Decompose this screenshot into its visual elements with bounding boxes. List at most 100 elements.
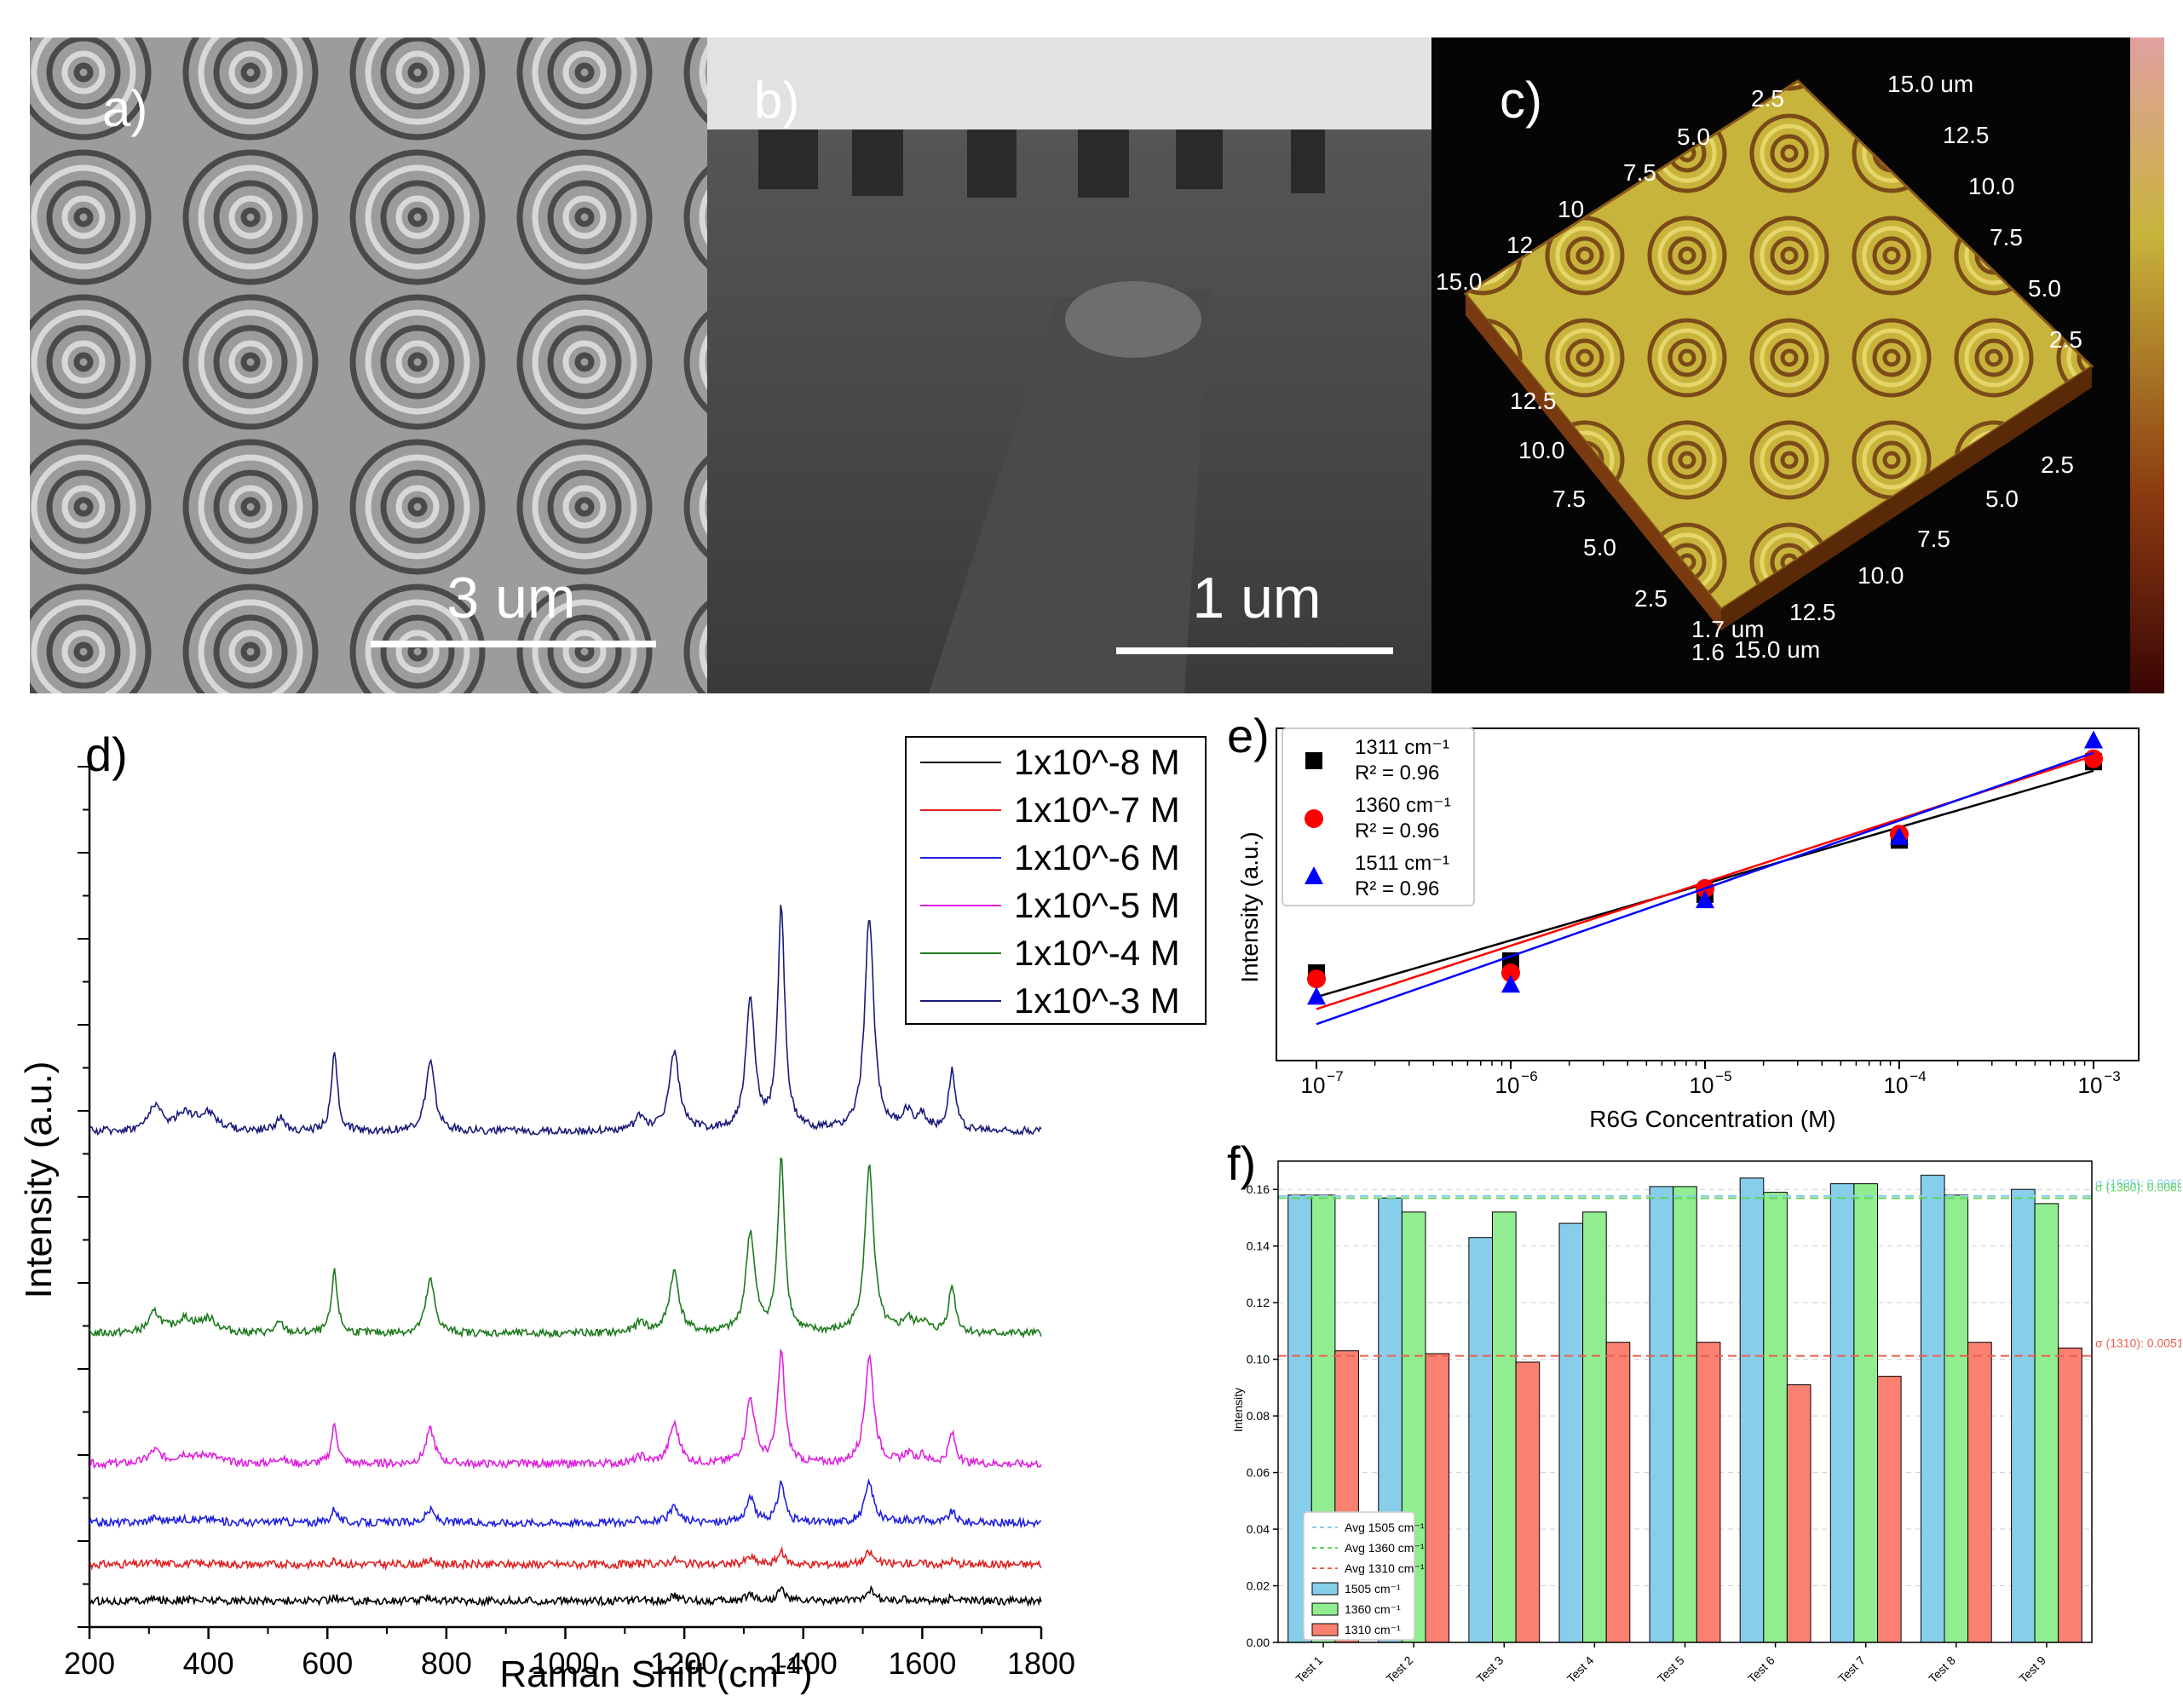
legend-bar-entry: 1310 cm⁻¹ xyxy=(1345,1623,1401,1636)
calibration-circle-marker xyxy=(1307,969,1326,989)
raman-spectra-chart: d) 200 400 600 800 1000 1200 1400 1600 1800 Inte… xyxy=(18,727,1207,1695)
bar xyxy=(1877,1376,1902,1643)
afm-tick: 15.0 um xyxy=(1887,71,1973,97)
scalebar-b xyxy=(1116,647,1393,654)
afm-side-right xyxy=(1721,366,2092,630)
panel-d-label: d) xyxy=(85,727,128,781)
calibration-circle-marker xyxy=(1501,963,1520,983)
sem-fracture-block xyxy=(929,290,1210,693)
bar xyxy=(1605,1342,1631,1643)
bar-category-label: Test 1 xyxy=(1293,1653,1325,1686)
raman-x-tick-label: 1600 xyxy=(888,1646,956,1681)
afm-tick: 5.0 xyxy=(1583,534,1616,561)
calibration-y-axis-label: Intensity (a.u.) xyxy=(1236,831,1263,982)
raman-legend-entry: 1x10^-3 M xyxy=(1014,981,1180,1021)
bar xyxy=(1829,1183,1855,1643)
panel-c: c) 15.0 um 12.5 10.0 7.5 5.0 2.5 2.5 5.0… xyxy=(1431,37,2164,693)
afm-tick: 5.0 xyxy=(1677,124,1710,150)
raman-y-axis-label: Intensity (a.u.) xyxy=(18,1061,60,1299)
sigma-label: σ (1360): 0.0069 xyxy=(2095,1181,2181,1194)
afm-tick: 1.6 xyxy=(1691,639,1725,665)
raman-x-tick-label: 400 xyxy=(183,1646,234,1681)
bar-category-label: Test 7 xyxy=(1835,1653,1868,1686)
bar xyxy=(2011,1188,2036,1643)
raman-x-tick-label: 800 xyxy=(421,1646,472,1681)
bar xyxy=(1558,1222,1584,1643)
calibration-x-tick-exponent: −7 xyxy=(1327,1068,1343,1084)
panel-e-label: e) xyxy=(1227,709,1270,762)
calibration-circle-marker xyxy=(2084,749,2103,768)
raman-legend: 1x10^-8 M 1x10^-7 M 1x10^-6 M 1x10^-5 M 1x10… xyxy=(905,736,1207,1025)
bar xyxy=(1786,1384,1811,1643)
bar xyxy=(2058,1347,2082,1643)
panel-b-label: b) xyxy=(754,72,799,129)
afm-tick: 5.0 xyxy=(1985,486,2019,512)
afm-tick: 15.0 um xyxy=(1734,636,1820,663)
sem-grooves xyxy=(758,129,1325,198)
bar-category-label: Test 9 xyxy=(2016,1653,2048,1686)
scalebar-a xyxy=(371,641,656,647)
afm-tick: 2.5 xyxy=(1634,585,1667,612)
sem-top-view-image xyxy=(30,37,707,693)
raman-x-tick-label: 1400 xyxy=(769,1646,838,1681)
bar-plot-frame xyxy=(1277,1160,2093,1643)
panel-b: b) 1 um xyxy=(707,37,1431,693)
legend-bar-swatch xyxy=(1311,1582,1339,1596)
bar-category-label: Test 2 xyxy=(1384,1653,1416,1686)
calibration-triangle-marker xyxy=(1696,890,1714,909)
sem-top-layer xyxy=(707,37,1431,129)
raman-legend-entry: 1x10^-7 M xyxy=(1014,790,1180,830)
bar xyxy=(1468,1237,1493,1643)
afm-side-left xyxy=(1466,294,1721,630)
raman-x-tick-label: 1800 xyxy=(1007,1646,1075,1681)
bar xyxy=(1739,1177,1765,1643)
calibration-plot-area: 10 −7 10 −6 10 −5 10 −4 10 −3 xyxy=(1276,727,2140,1098)
bar xyxy=(1921,1175,1945,1643)
raman-series-line xyxy=(89,1157,1042,1339)
raman-legend-entry: 1x10^-5 M xyxy=(1014,885,1180,925)
afm-tick: 7.5 xyxy=(1917,526,1950,552)
raman-series-line xyxy=(89,1478,1042,1529)
panel-a-label: a) xyxy=(102,80,147,137)
bar xyxy=(1515,1361,1541,1643)
legend-bar-swatch xyxy=(1311,1602,1339,1616)
bar-y-tick-label: 0.12 xyxy=(1247,1296,1270,1309)
calibration-triangle-marker xyxy=(1307,986,1326,1005)
afm-tick: 1.7 um xyxy=(1691,616,1765,642)
calibration-triangle-marker xyxy=(1890,826,1909,845)
afm-tick: 5.0 xyxy=(2028,275,2061,302)
bar xyxy=(1763,1192,1788,1643)
calibration-legend-box xyxy=(1282,727,1475,906)
bar-category-label: Test 5 xyxy=(1655,1653,1687,1686)
calibration-triangle-marker xyxy=(2084,730,2103,749)
legend-average-entry: Avg 1505 cm⁻¹ xyxy=(1345,1521,1425,1534)
legend-r-squared: R² = 0.96 xyxy=(1355,762,1439,785)
bar-y-tick-label: 0.06 xyxy=(1247,1466,1270,1480)
afm-tick: 7.5 xyxy=(1623,159,1656,186)
legend-average-entry: Avg 1360 cm⁻¹ xyxy=(1345,1541,1425,1555)
bar-y-tick-label: 0.02 xyxy=(1247,1579,1270,1593)
calibration-x-tick-label: 10 xyxy=(1495,1073,1520,1098)
bar-y-tick-label: 0.10 xyxy=(1247,1353,1270,1366)
raman-series-line xyxy=(89,1545,1042,1571)
bar-y-tick-label: 0.08 xyxy=(1247,1409,1270,1423)
raman-series-line xyxy=(89,1348,1042,1470)
calibration-fit-line xyxy=(1316,751,2094,1026)
afm-tick: 12.5 xyxy=(1943,122,1990,148)
microscopy-row: a) 3 um b) 1 um c) 15.0 um 12.5 10 xyxy=(30,37,2164,693)
afm-tick: 10.0 xyxy=(1968,173,2015,199)
bar xyxy=(1649,1186,1674,1643)
scalebar-b-label: 1 um xyxy=(1192,566,1321,630)
bar xyxy=(1673,1186,1697,1643)
calibration-x-tick-exponent: −4 xyxy=(1909,1068,1926,1084)
legend-bar-entry: 1505 cm⁻¹ xyxy=(1345,1582,1401,1596)
calibration-x-tick-label: 10 xyxy=(1884,1073,1909,1098)
raman-legend-entry: 1x10^-8 M xyxy=(1014,742,1180,782)
bar-category-label: Test 4 xyxy=(1564,1653,1597,1686)
calibration-x-tick-label: 10 xyxy=(1690,1073,1714,1098)
calibration-x-tick-exponent: −3 xyxy=(2104,1068,2120,1084)
bar-y-axis-label: Intensity xyxy=(1231,1388,1245,1432)
afm-colorbar xyxy=(2130,37,2164,693)
legend-square-marker xyxy=(1305,752,1322,769)
afm-tick: 12 xyxy=(1506,232,1533,258)
